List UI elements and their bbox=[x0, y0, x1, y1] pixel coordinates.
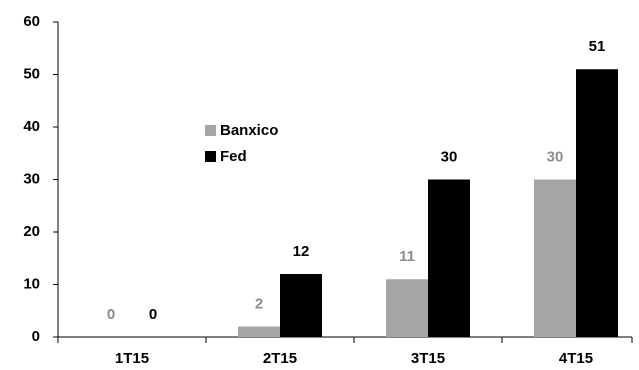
y-tick-label: 60 bbox=[23, 13, 40, 30]
data-label: 0 bbox=[107, 306, 115, 323]
bar bbox=[386, 279, 428, 337]
legend-label: Banxico bbox=[220, 122, 278, 139]
data-label: 12 bbox=[293, 243, 310, 260]
data-label: 2 bbox=[255, 295, 263, 312]
y-tick-label: 20 bbox=[23, 223, 40, 240]
data-label: 11 bbox=[399, 248, 415, 265]
y-tick-label: 30 bbox=[23, 170, 40, 187]
legend-swatch bbox=[205, 125, 216, 136]
y-tick-label: 40 bbox=[23, 118, 40, 135]
data-label: 51 bbox=[589, 38, 606, 55]
x-tick-label: 2T15 bbox=[263, 350, 297, 367]
x-tick-label: 3T15 bbox=[411, 350, 445, 367]
x-tick-label: 4T15 bbox=[559, 350, 593, 367]
y-tick-label: 0 bbox=[32, 328, 40, 345]
bar bbox=[280, 274, 322, 337]
x-tick-label: 1T15 bbox=[115, 350, 149, 367]
legend-label: Fed bbox=[220, 148, 247, 165]
data-label: 30 bbox=[547, 148, 564, 165]
bar bbox=[576, 69, 618, 337]
y-tick-label: 50 bbox=[23, 65, 40, 82]
bar bbox=[534, 179, 576, 337]
data-label: 0 bbox=[149, 306, 157, 323]
y-tick-label: 10 bbox=[23, 275, 40, 292]
data-label: 30 bbox=[441, 148, 458, 165]
legend-swatch bbox=[205, 151, 216, 162]
bar bbox=[428, 179, 470, 337]
bar bbox=[238, 326, 280, 337]
